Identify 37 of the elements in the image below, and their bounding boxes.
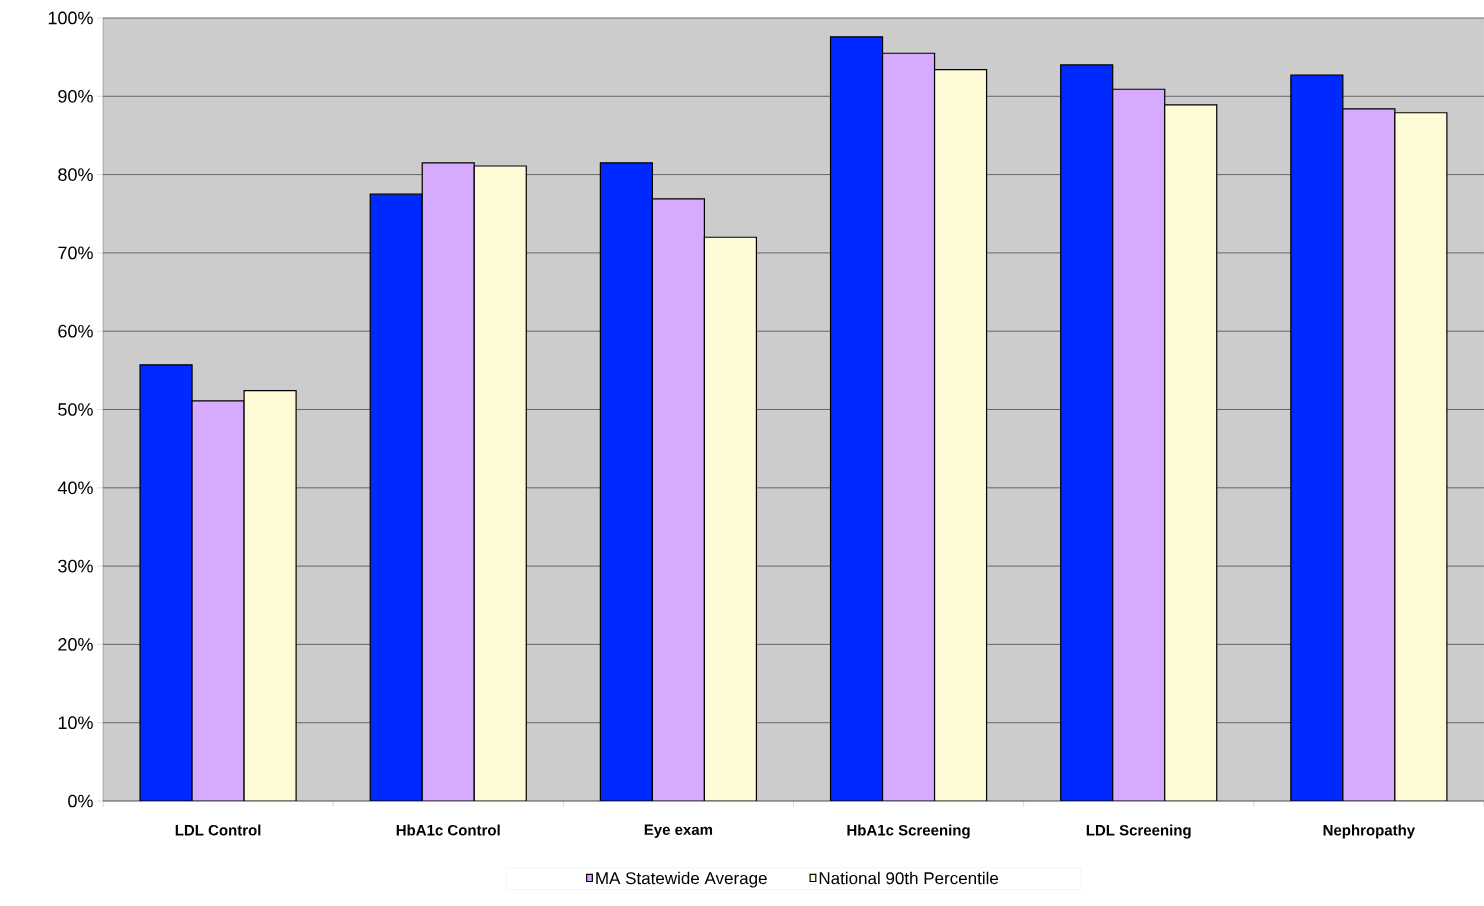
bar	[599, 162, 653, 801]
bar	[933, 69, 988, 801]
legend-label: National 90th Percentile	[819, 871, 999, 885]
x-tick-label: HbA1c Control	[396, 824, 500, 836]
x-tick-label: LDL Control	[175, 824, 261, 836]
x-tick-label: LDL Screening	[1086, 824, 1191, 839]
y-tick-label: 100%	[48, 11, 93, 25]
bar	[881, 52, 936, 801]
x-tick-label: Eye exam	[644, 824, 713, 838]
y-tick-label: 0%	[68, 794, 93, 808]
y-tick-label: 10%	[58, 716, 93, 730]
legend-label: MA Statewide Average	[596, 871, 767, 888]
y-tick-label: 30%	[58, 559, 93, 573]
bar	[243, 390, 297, 801]
bar	[191, 400, 245, 801]
y-tick-label: 50%	[58, 403, 93, 416]
bar	[139, 364, 193, 801]
y-tick-label: 80%	[58, 168, 93, 181]
bar	[1060, 64, 1114, 801]
bar	[473, 165, 527, 801]
x-tick-label: HbA1c Screening	[847, 824, 970, 839]
bar	[1342, 108, 1396, 801]
bar	[1290, 74, 1344, 801]
bar	[651, 198, 705, 801]
bar	[369, 193, 423, 801]
bar	[1112, 88, 1166, 801]
y-tick-label: 70%	[58, 246, 93, 260]
y-tick-label: 40%	[57, 481, 93, 495]
y-tick-label: 60%	[58, 324, 93, 338]
bar	[421, 162, 475, 801]
bar	[1164, 104, 1218, 801]
bar	[703, 236, 758, 801]
x-tick-label: Nephropathy	[1323, 824, 1416, 839]
bar	[829, 36, 884, 801]
bar	[1394, 112, 1448, 801]
y-tick-label: 90%	[58, 89, 93, 103]
y-tick-label: 20%	[58, 638, 93, 651]
